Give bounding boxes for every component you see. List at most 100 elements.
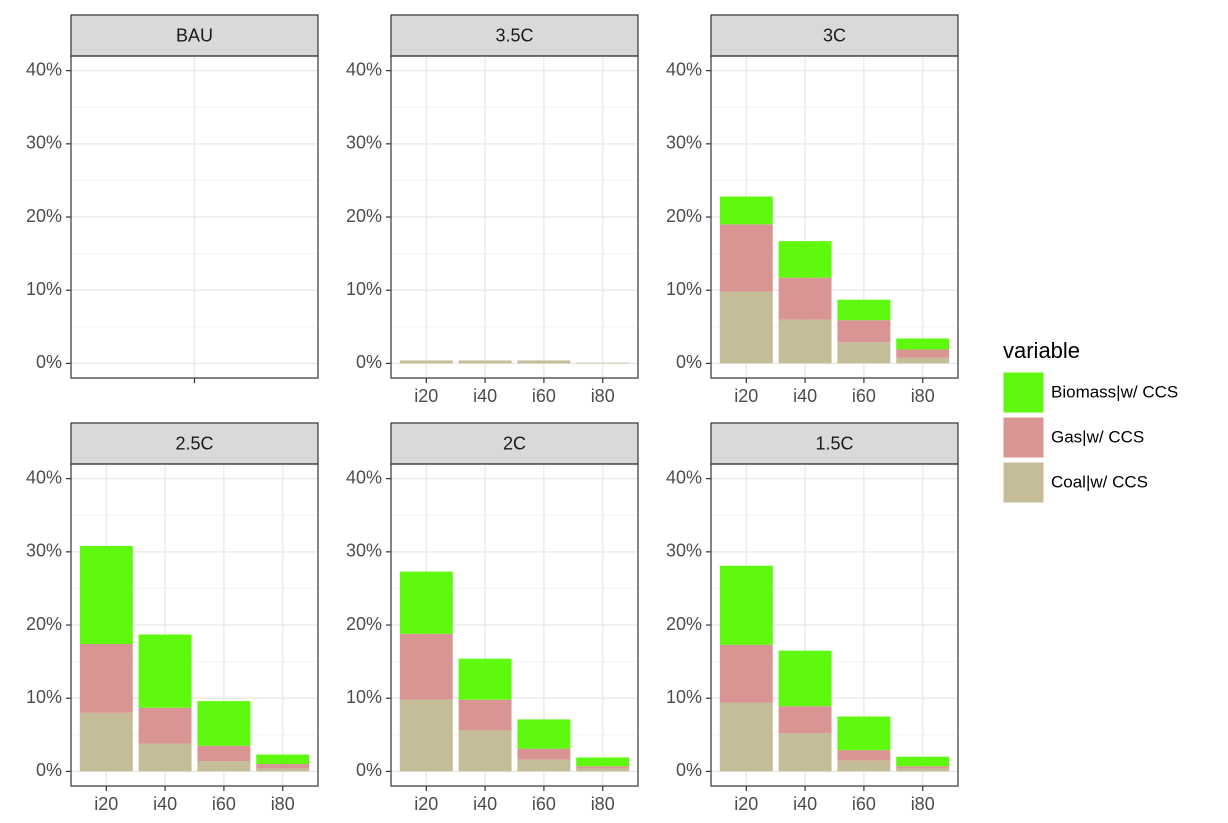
bar-segment	[517, 748, 571, 760]
bar-segment	[837, 716, 891, 751]
bar-segment	[138, 743, 192, 772]
y-tick-label: 10%	[346, 687, 382, 707]
bar-segment	[458, 699, 512, 731]
y-tick-label: 20%	[666, 614, 702, 634]
x-tick-label: i20	[734, 386, 758, 406]
y-tick-label: 30%	[26, 133, 62, 153]
y-tick-label: 0%	[356, 760, 382, 780]
strip-title: 3C	[823, 25, 846, 45]
y-tick-label: 30%	[26, 541, 62, 561]
strip-title: 3.5C	[495, 25, 533, 45]
bar-segment	[399, 360, 453, 364]
legend-label: Gas|w/ CCS	[1051, 427, 1144, 446]
legend-key	[1002, 371, 1045, 414]
bar-segment	[719, 291, 773, 364]
y-tick-label: 10%	[26, 687, 62, 707]
x-tick-label: i80	[911, 386, 935, 406]
y-tick-label: 30%	[346, 133, 382, 153]
bar-segment	[778, 277, 832, 320]
x-tick-label: i60	[532, 386, 556, 406]
bar-segment	[256, 754, 310, 765]
bar-segment	[778, 650, 832, 707]
bar-segment	[896, 349, 950, 358]
y-tick-label: 40%	[346, 59, 382, 79]
strip	[70, 422, 319, 465]
bar-segment	[399, 571, 453, 634]
bar-segment	[79, 712, 133, 772]
strip	[390, 422, 639, 465]
bar-segment	[837, 320, 891, 343]
bar-segment	[896, 768, 950, 772]
y-tick-label: 20%	[26, 206, 62, 226]
x-tick-label: i60	[852, 386, 876, 406]
bar-segment	[79, 545, 133, 645]
bar-segment	[458, 360, 512, 364]
strip-title: 2C	[503, 433, 526, 453]
bar-segment	[778, 733, 832, 772]
panel-border	[390, 55, 639, 379]
panel-border	[390, 463, 639, 787]
x-tick-label: i20	[734, 794, 758, 814]
y-tick-label: 30%	[346, 541, 382, 561]
y-tick-label: 40%	[26, 467, 62, 487]
bar-segment	[896, 357, 950, 364]
bar-segment	[197, 761, 251, 772]
y-tick-label: 0%	[356, 352, 382, 372]
bar-segment	[576, 766, 630, 769]
strip	[390, 14, 639, 57]
legend-label: Biomass|w/ CCS	[1051, 382, 1178, 401]
bar-segment	[719, 224, 773, 292]
bar-segment	[517, 360, 571, 364]
bar-segment	[837, 750, 891, 761]
panel-border	[70, 55, 319, 379]
legend-key	[1002, 416, 1045, 459]
y-tick-label: 10%	[26, 279, 62, 299]
legend-key	[1002, 461, 1045, 504]
bar-segment	[837, 760, 891, 772]
y-tick-label: 10%	[666, 687, 702, 707]
y-tick-label: 20%	[26, 614, 62, 634]
bar-segment	[197, 745, 251, 762]
bar-segment	[138, 634, 192, 708]
panel-border	[710, 463, 959, 787]
bar-segment	[79, 644, 133, 713]
y-tick-label: 10%	[346, 279, 382, 299]
x-tick-label: i60	[532, 794, 556, 814]
x-tick-label: i60	[852, 794, 876, 814]
bar-segment	[399, 699, 453, 772]
bar-segment	[399, 633, 453, 700]
bar-segment	[778, 706, 832, 734]
strip	[70, 14, 319, 57]
bar-segment	[719, 565, 773, 645]
y-tick-label: 40%	[26, 59, 62, 79]
bar-segment	[576, 768, 630, 772]
bar-segment	[778, 319, 832, 364]
strip	[710, 14, 959, 57]
bar-segment	[719, 644, 773, 703]
y-tick-label: 0%	[676, 352, 702, 372]
y-tick-label: 30%	[666, 541, 702, 561]
y-tick-label: 20%	[346, 614, 382, 634]
strip-title: BAU	[176, 25, 213, 45]
y-tick-label: 20%	[346, 206, 382, 226]
y-tick-label: 0%	[676, 760, 702, 780]
x-tick-label: i20	[414, 386, 438, 406]
panel-border	[710, 55, 959, 379]
bar-segment	[138, 707, 192, 744]
bar-segment	[778, 241, 832, 278]
bar-segment	[576, 757, 630, 767]
x-tick-label: i80	[591, 386, 615, 406]
strip-title: 1.5C	[815, 433, 853, 453]
bar-segment	[256, 764, 310, 769]
bar-segment	[458, 658, 512, 700]
bar-segment	[837, 299, 891, 321]
x-tick-label: i40	[473, 794, 497, 814]
bar-segment	[837, 342, 891, 364]
legend-title: variable	[1003, 338, 1080, 363]
bar-segment	[576, 362, 630, 364]
x-tick-label: i20	[414, 794, 438, 814]
y-tick-label: 0%	[36, 760, 62, 780]
x-tick-label: i40	[153, 794, 177, 814]
x-tick-label: i80	[591, 794, 615, 814]
